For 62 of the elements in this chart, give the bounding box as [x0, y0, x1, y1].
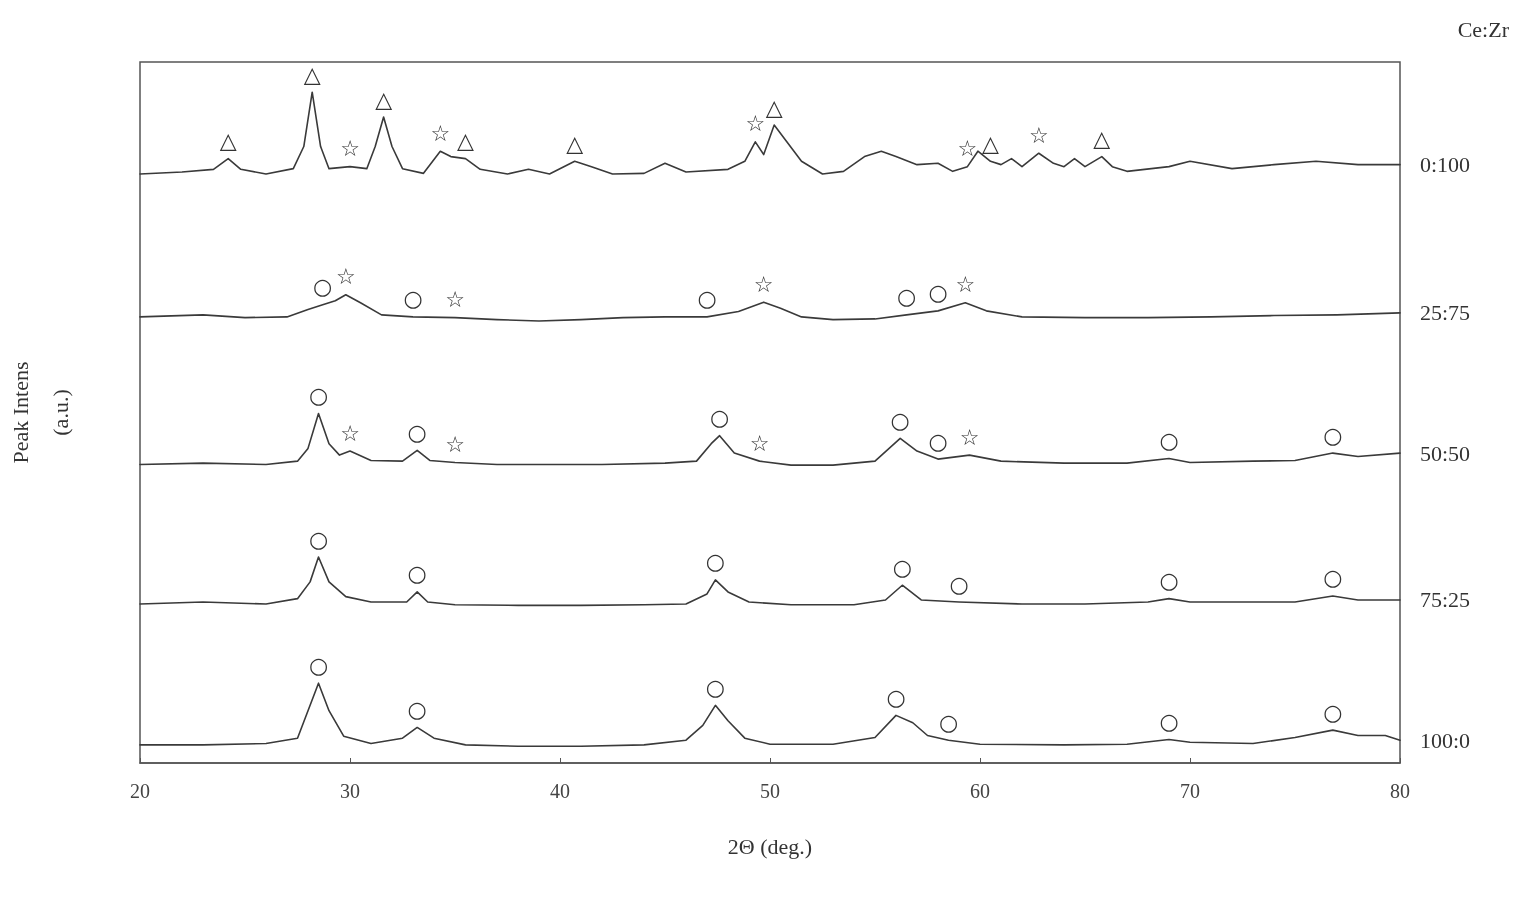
annotation: ○: [1159, 568, 1179, 594]
annotation: ☆: [745, 111, 766, 137]
annotation: ○: [928, 428, 948, 454]
annotation: ○: [705, 674, 725, 700]
x-axis-title: 2Θ (deg.): [727, 833, 813, 859]
annotation: ☆: [340, 420, 360, 446]
annotation: ○: [1323, 565, 1343, 591]
annotation: ☆: [430, 120, 451, 146]
annotation: ○: [1323, 422, 1343, 448]
annotation: ○: [1159, 427, 1179, 453]
annotation: ○: [697, 286, 717, 312]
annotation: △: [1093, 126, 1111, 152]
annotation: ☆: [1028, 122, 1049, 148]
annotation: ○: [308, 526, 329, 552]
annotation: ○: [928, 280, 948, 306]
annotation: ○: [308, 383, 329, 409]
annotation: ○: [705, 549, 725, 575]
annotation: ☆: [340, 136, 360, 162]
annotation: ○: [710, 405, 730, 431]
annotation: ○: [896, 284, 917, 310]
annotation: ☆: [957, 136, 978, 162]
annotation: ○: [407, 561, 427, 587]
series-label: 0:100: [1420, 152, 1471, 178]
annotation: ○: [407, 696, 427, 722]
x-tick-label: 30: [340, 780, 360, 802]
annotation: ☆: [445, 431, 465, 457]
x-tick-label: 50: [760, 780, 780, 802]
series-label: 25:75: [1420, 300, 1471, 326]
annotation: △: [219, 128, 237, 154]
series-label: 100:0: [1420, 727, 1471, 753]
annotation: △: [765, 94, 783, 120]
annotation: ☆: [335, 264, 356, 290]
series-label: 50:50: [1420, 440, 1471, 466]
x-tick-label: 70: [1180, 780, 1200, 802]
x-tick-label: 40: [550, 780, 570, 802]
y-axis-title: Peak Intens (a.u.): [7, 361, 73, 464]
annotation: ☆: [959, 424, 980, 450]
annotation: ○: [949, 571, 969, 597]
x-tick-label: 80: [1390, 780, 1410, 802]
annotation: ○: [892, 554, 912, 580]
annotation: ☆: [955, 272, 976, 298]
annotation: ○: [407, 419, 427, 445]
x-tick-label: 20: [130, 780, 150, 802]
annotation: ☆: [753, 271, 774, 297]
annotation: ○: [313, 274, 333, 300]
annotation: △: [375, 86, 393, 112]
annotation: ○: [1323, 699, 1343, 725]
x-tick-label: 60: [970, 780, 990, 802]
annotation: ○: [890, 407, 910, 433]
annotation: △: [303, 61, 321, 87]
annotation: ○: [403, 286, 423, 312]
annotation: ○: [886, 684, 906, 710]
annotation: ○: [938, 709, 959, 735]
annotation: ☆: [749, 430, 770, 456]
annotation: ○: [308, 652, 329, 678]
series-label: 75:25: [1420, 587, 1471, 613]
legend-title: Ce:Zr: [1457, 16, 1510, 42]
annotation: △: [982, 130, 1000, 156]
annotation: △: [566, 130, 584, 156]
annotation: ☆: [445, 287, 465, 313]
annotation: ○: [1159, 709, 1179, 735]
annotation: △: [457, 128, 475, 154]
